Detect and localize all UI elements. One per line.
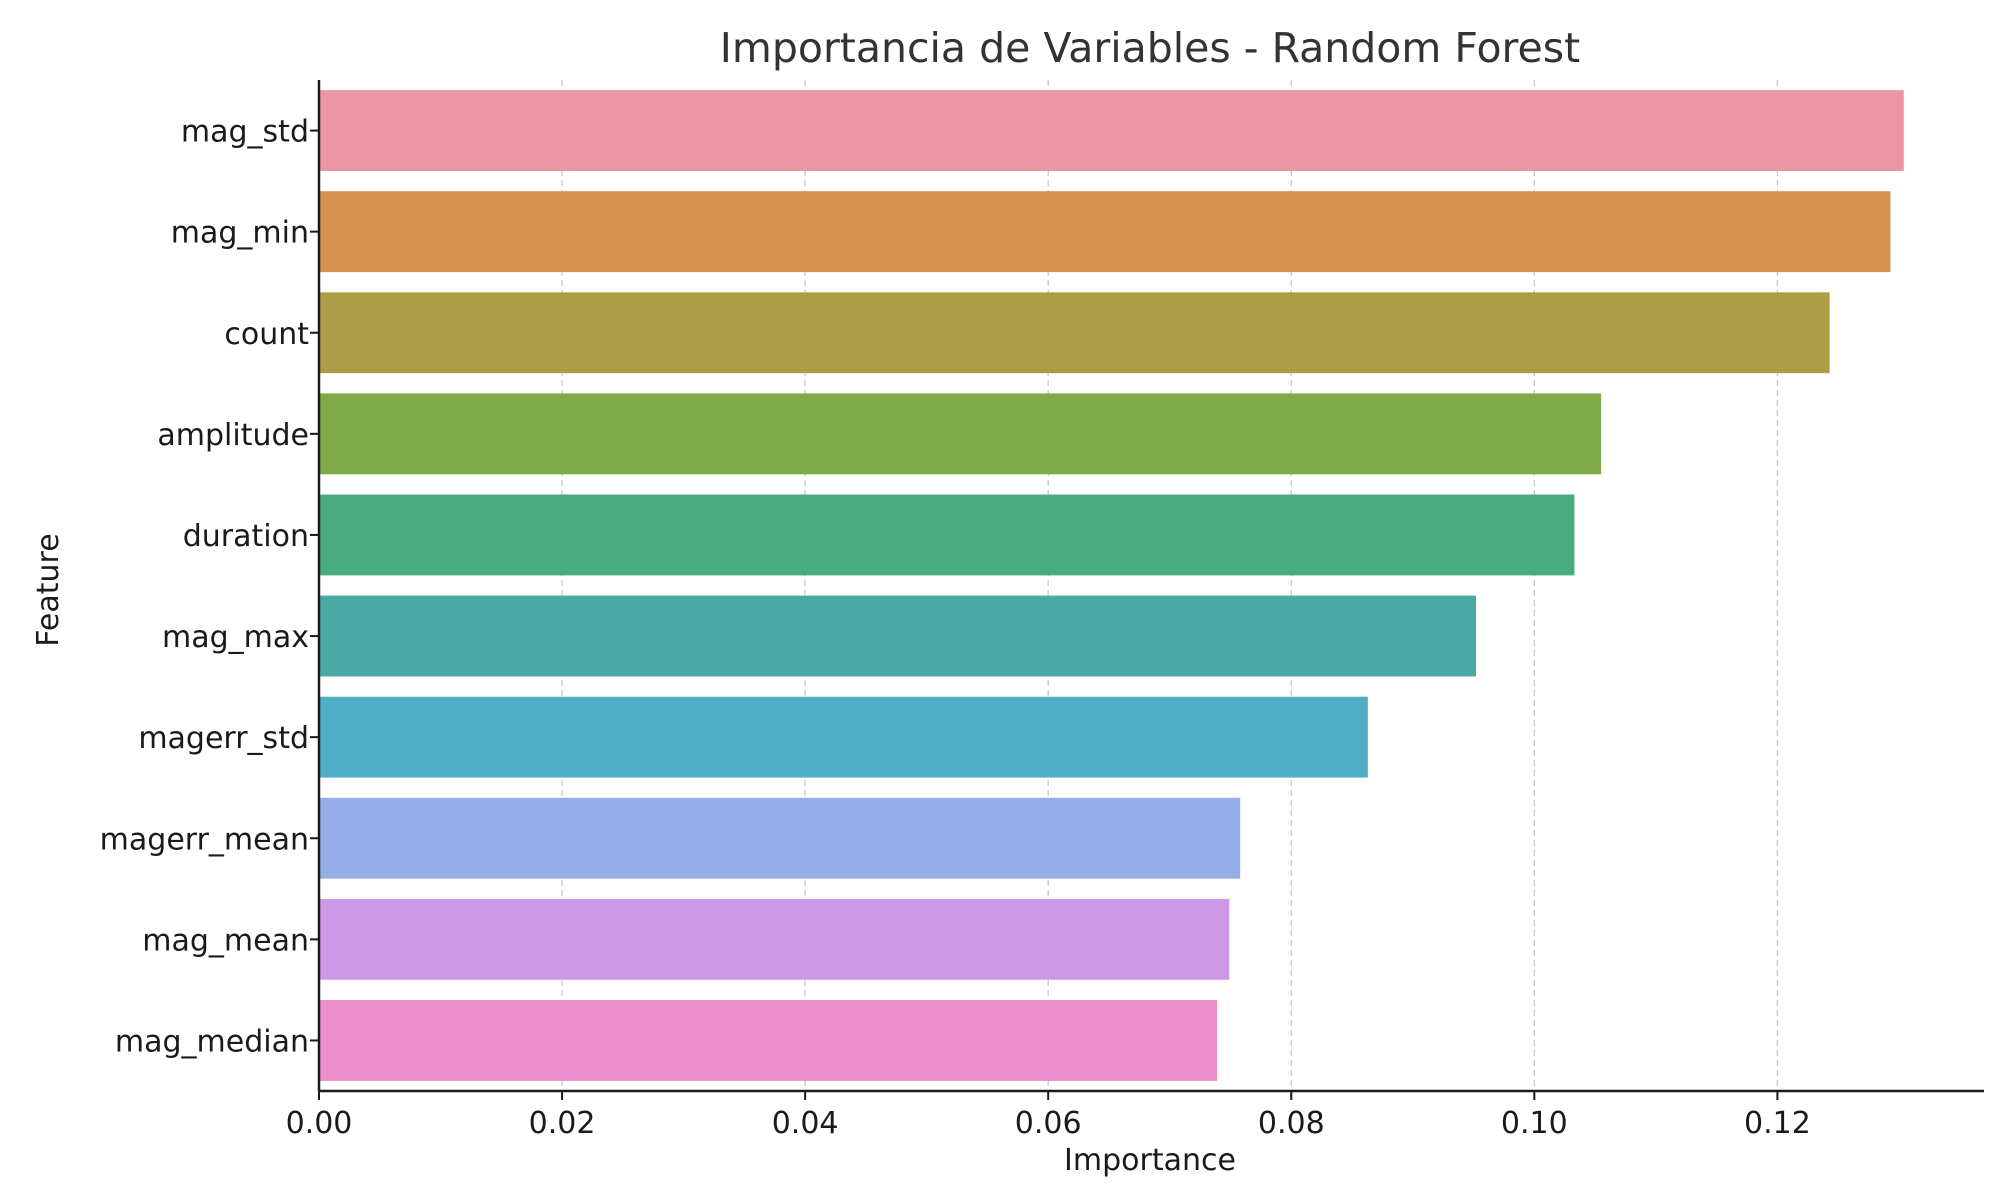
y-tick-label: amplitude <box>157 418 309 453</box>
y-tick-label: mag_mean <box>142 923 309 958</box>
y-tick-label: mag_median <box>115 1024 309 1059</box>
x-tick-label: 0.04 <box>772 1106 839 1141</box>
y-tick-label: mag_min <box>171 216 309 251</box>
x-axis-ticks: 0.00 0.02 0.04 0.06 0.08 0.10 0.12 <box>286 1091 1811 1141</box>
bars-layer <box>319 90 1904 1081</box>
bar-amplitude <box>319 393 1602 475</box>
bar-mag-max <box>319 595 1476 677</box>
bar-magerr-mean <box>319 797 1241 879</box>
y-tick-label: magerr_std <box>138 721 309 756</box>
x-tick-label: 0.10 <box>1501 1106 1568 1141</box>
y-tick-label: duration <box>183 519 309 554</box>
bar-mag-median <box>319 1000 1218 1081</box>
x-tick-label: 0.12 <box>1744 1106 1811 1141</box>
x-tick-label: 0.06 <box>1015 1106 1082 1141</box>
y-tick-label: mag_max <box>162 620 309 655</box>
bar-count <box>319 292 1830 374</box>
x-tick-label: 0.00 <box>286 1106 353 1141</box>
chart-title: Importancia de Variables - Random Forest <box>720 24 1580 72</box>
bar-mag-min <box>319 191 1891 273</box>
y-tick-label: mag_std <box>181 115 309 150</box>
bar-duration <box>319 494 1575 576</box>
bar-magerr-std <box>319 696 1368 778</box>
bar-mag-std <box>319 90 1904 171</box>
y-tick-label: count <box>224 317 309 352</box>
y-tick-label: magerr_mean <box>100 822 309 857</box>
x-tick-label: 0.08 <box>1258 1106 1325 1141</box>
x-tick-label: 0.02 <box>529 1106 596 1141</box>
bar-mag-mean <box>319 898 1230 980</box>
y-axis-label: Feature <box>31 533 66 646</box>
x-axis-label: Importance <box>1064 1143 1236 1178</box>
